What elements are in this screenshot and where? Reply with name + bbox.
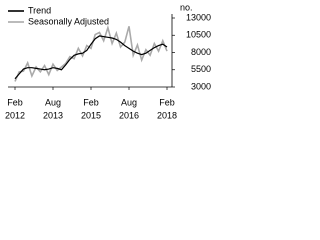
series-line (14, 24, 168, 82)
y-tick-label: 8000 (191, 47, 211, 57)
x-tick-label: Aug (121, 97, 137, 107)
y-tick-label: 3000 (191, 81, 211, 91)
legend-label: Seasonally Adjusted (28, 16, 109, 26)
x-tick-label: Aug (45, 97, 61, 107)
x-tick-label: Feb (7, 97, 23, 107)
x-tick-label: 2018 (157, 110, 177, 120)
x-tick-label: 2013 (43, 110, 63, 120)
y-axis-label: no. (180, 2, 193, 12)
x-tick-label: 2016 (119, 110, 139, 120)
y-tick-label: 13000 (186, 12, 211, 22)
x-tick-label: Feb (159, 97, 175, 107)
y-tick-label: 5500 (191, 64, 211, 74)
x-tick-label: 2012 (5, 110, 25, 120)
x-tick-label: 2015 (81, 110, 101, 120)
series-line (14, 35, 168, 80)
x-tick-label: Feb (83, 97, 99, 107)
chart: no. 3000 5500 8000 10500 13000 Feb 2012 Aug 2013… (5, 2, 211, 120)
y-tick-label: 10500 (186, 30, 211, 40)
legend-label: Trend (28, 5, 51, 15)
